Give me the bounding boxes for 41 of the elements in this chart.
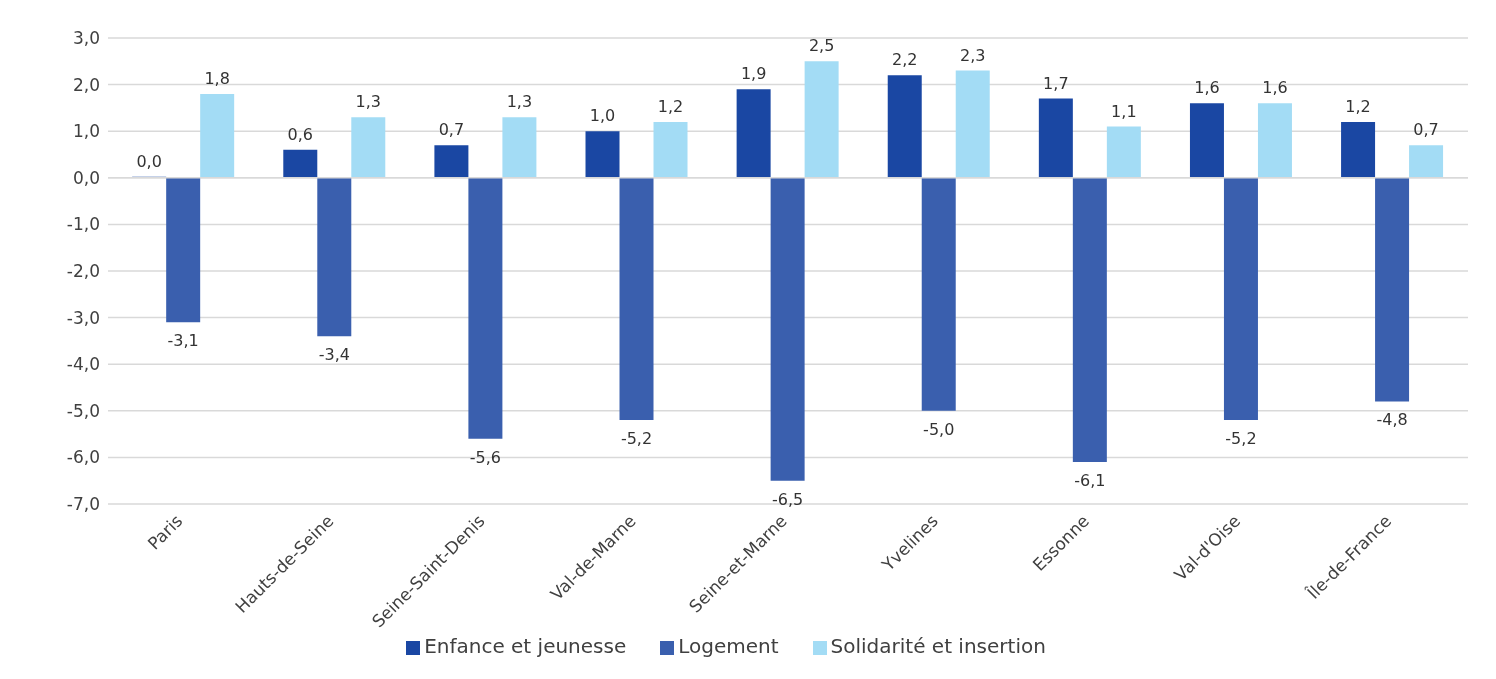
data-label: -5,2	[1225, 429, 1257, 449]
data-label: 1,7	[1043, 73, 1069, 93]
data-label: 1,6	[1194, 78, 1220, 98]
data-label: 0,7	[1413, 120, 1439, 140]
data-label: -3,4	[318, 345, 350, 365]
data-label: 1,8	[204, 68, 230, 88]
y-tick-label: -2,0	[66, 261, 100, 282]
data-label: -5,2	[620, 429, 653, 449]
data-label: 1,3	[506, 92, 533, 112]
data-label: -6,5	[772, 489, 804, 509]
data-label: 1,0	[589, 106, 616, 126]
y-tick-label: -4,0	[66, 354, 100, 375]
data-label: 1,1	[1111, 101, 1137, 121]
data-label: 0,6	[287, 124, 314, 144]
y-tick-label: -7,0	[66, 494, 100, 515]
data-label: 2,3	[960, 45, 986, 65]
data-label: -5,0	[923, 419, 955, 439]
y-tick-label: -1,0	[66, 214, 100, 235]
legend-label: Solidarité et insertion	[830, 634, 1046, 658]
y-tick-label: -3,0	[66, 307, 100, 328]
data-label: -5,6	[469, 447, 502, 467]
data-label: 2,2	[892, 50, 918, 70]
y-tick-label: 2,0	[72, 74, 100, 95]
data-label: 0,7	[438, 120, 465, 140]
data-label: 1,9	[740, 64, 767, 84]
data-label: -6,1	[1074, 471, 1106, 491]
y-tick-label: 0,0	[72, 167, 100, 188]
data-label: 2,5	[808, 36, 835, 56]
data-label: 1,2	[657, 96, 684, 116]
data-label: 0,0	[136, 151, 162, 171]
y-tick-label: 1,0	[72, 121, 100, 142]
data-label: 1,6	[1262, 78, 1288, 98]
data-label: -3,1	[167, 331, 199, 351]
data-label: -4,8	[1376, 410, 1408, 430]
y-tick-label: -5,0	[66, 400, 100, 421]
y-tick-label: 3,0	[72, 28, 100, 49]
y-tick-label: -6,0	[66, 447, 100, 468]
legend-label: Enfance et jeunesse	[424, 634, 627, 658]
data-label: 1,2	[1345, 96, 1371, 116]
legend-label: Logement	[678, 634, 779, 658]
data-label: 1,3	[355, 92, 382, 112]
